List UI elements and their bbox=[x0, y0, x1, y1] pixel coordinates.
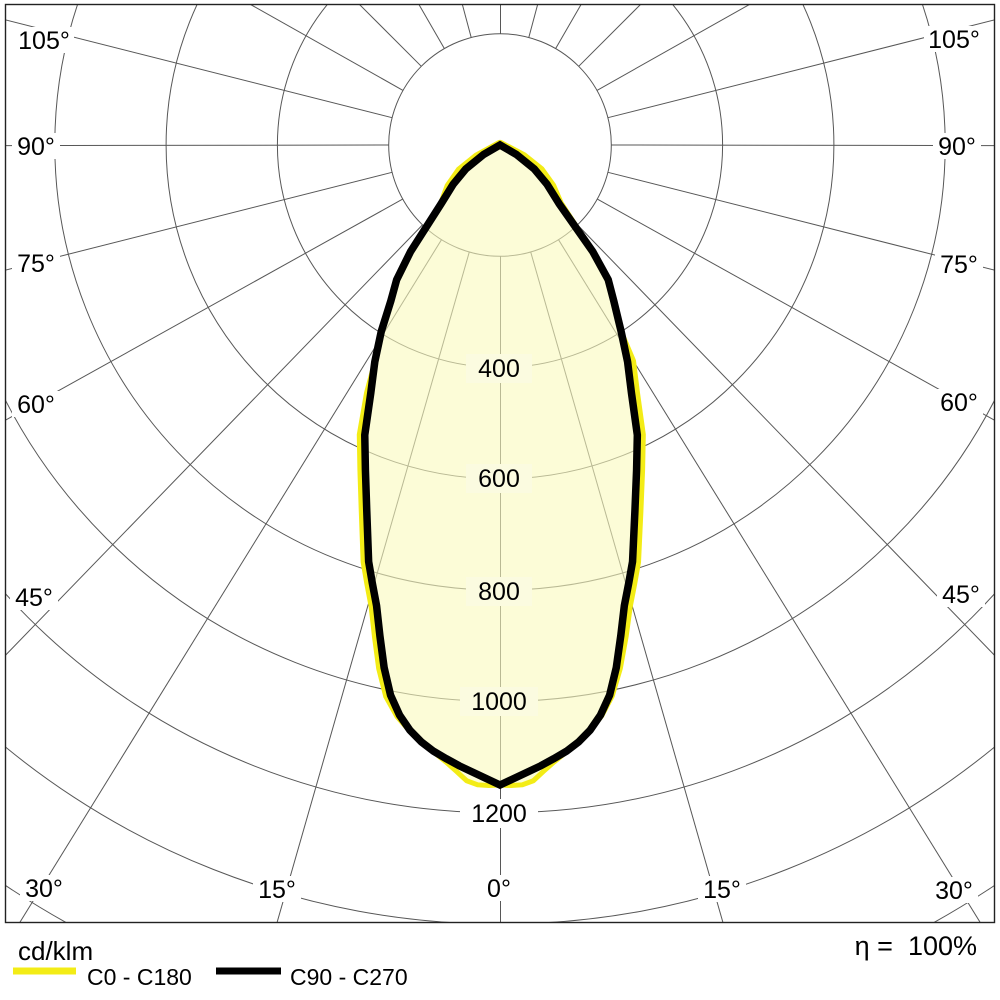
svg-text:15°: 15° bbox=[703, 876, 741, 904]
svg-text:30°: 30° bbox=[25, 875, 63, 903]
svg-text:105°: 105° bbox=[928, 26, 980, 54]
svg-text:400: 400 bbox=[478, 355, 520, 383]
svg-text:1200: 1200 bbox=[471, 800, 527, 828]
svg-text:0°: 0° bbox=[487, 875, 511, 903]
svg-text:30°: 30° bbox=[935, 877, 973, 905]
svg-text:cd/klm: cd/klm bbox=[18, 936, 93, 966]
svg-text:60°: 60° bbox=[17, 391, 55, 419]
svg-text:45°: 45° bbox=[942, 581, 980, 609]
svg-text:60°: 60° bbox=[940, 389, 978, 417]
svg-text:1000: 1000 bbox=[471, 688, 527, 716]
svg-text:90°: 90° bbox=[938, 133, 976, 161]
svg-text:C90 - C270: C90 - C270 bbox=[290, 964, 408, 990]
svg-text:45°: 45° bbox=[15, 584, 53, 612]
svg-text:90°: 90° bbox=[17, 133, 55, 161]
svg-text:600: 600 bbox=[478, 465, 520, 493]
svg-text:105°: 105° bbox=[18, 27, 70, 55]
svg-text:800: 800 bbox=[478, 578, 520, 606]
svg-text:C0 - C180: C0 - C180 bbox=[87, 964, 192, 990]
svg-text:75°: 75° bbox=[17, 250, 55, 278]
svg-text:η = 100%: η = 100% bbox=[855, 931, 977, 961]
svg-text:75°: 75° bbox=[940, 251, 978, 279]
svg-text:15°: 15° bbox=[258, 876, 296, 904]
